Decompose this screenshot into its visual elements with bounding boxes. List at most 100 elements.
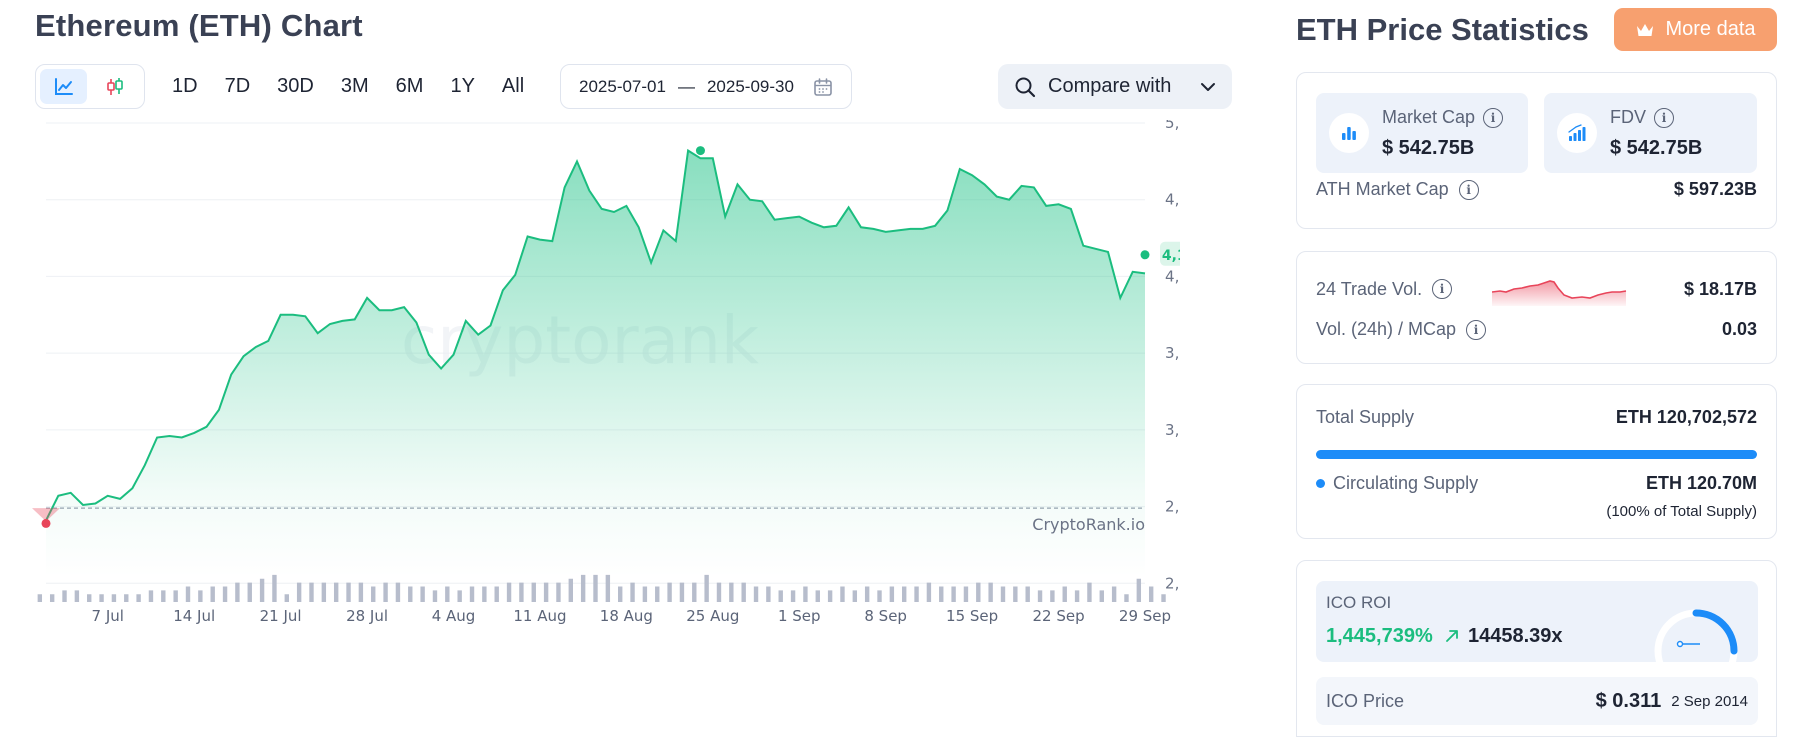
time-range-selector: 1D 7D 30D 3M 6M 1Y All (172, 64, 551, 109)
volume-bar (1124, 594, 1129, 602)
supply-card: Total Supply ETH 120,702,572 Circulating… (1296, 384, 1777, 539)
volume-card: 24 Trade Vol. i $ 18.17B Vol. (24h) / MC… (1296, 251, 1777, 364)
volume-bar (383, 582, 388, 602)
volume-bar (296, 582, 302, 602)
range-6m[interactable]: 6M (395, 75, 424, 97)
current-price-label: 4,141 (1162, 248, 1180, 264)
legend-dot (1316, 479, 1325, 488)
total-supply-value: ETH 120,702,572 (1615, 407, 1757, 427)
volume-bar (667, 582, 672, 602)
volume-bar (864, 586, 870, 602)
chart-title: Ethereum (ETH) Chart (35, 8, 363, 43)
x-tick-label: 11 Aug (513, 607, 566, 625)
volume-bar (1111, 586, 1117, 602)
x-tick-label: 29 Sep (1119, 607, 1171, 625)
volume-bar (1161, 594, 1166, 602)
chart-view-toggle (35, 64, 145, 109)
volume-bar (210, 586, 215, 602)
more-data-button[interactable]: More data (1614, 8, 1777, 51)
ico-roi-box: ICO ROI 1,445,739% 14458.39x (1316, 581, 1758, 662)
volume-bar (926, 582, 932, 602)
volume-bar (136, 594, 141, 602)
range-1d[interactable]: 1D (172, 75, 198, 97)
info-icon[interactable]: i (1483, 107, 1504, 128)
volume-bar (185, 586, 191, 602)
arrow-up-right-icon (1446, 630, 1458, 642)
trade-volume-label: 24 Trade Vol. (1316, 278, 1423, 299)
volume-bar (395, 582, 401, 602)
volume-bar (445, 586, 450, 602)
range-7d[interactable]: 7D (224, 75, 251, 97)
volume-bar (420, 586, 425, 602)
range-1y[interactable]: 1Y (450, 75, 475, 97)
date-range-picker[interactable]: 2025-07-01 — 2025-09-30 (560, 64, 852, 109)
y-tick-label: 3,500 (1165, 344, 1180, 362)
volume-bar (778, 590, 783, 602)
info-icon[interactable]: i (1432, 279, 1453, 299)
info-icon[interactable]: i (1466, 319, 1487, 340)
x-tick-label: 1 Sep (778, 607, 821, 625)
candlestick-view-button[interactable] (91, 69, 138, 104)
volume-bar (790, 590, 796, 602)
volume-bar (62, 590, 67, 602)
volume-bar (333, 582, 339, 602)
volume-bar (457, 590, 462, 602)
volume-bar (605, 574, 611, 602)
roi-gauge (1654, 609, 1738, 662)
date-from: 2025-07-01 (579, 76, 666, 96)
volume-bar (655, 586, 660, 602)
market-cap-box: Market Cap i $ 542.75B (1316, 93, 1528, 173)
volume-bar (346, 582, 351, 602)
range-all[interactable]: All (501, 75, 525, 97)
vol-mcap-label: Vol. (24h) / MCap (1316, 319, 1457, 339)
volume-bar (1087, 582, 1092, 602)
signal-bars-icon (1557, 113, 1597, 153)
range-30d[interactable]: 30D (277, 75, 314, 97)
volume-bar (753, 586, 759, 602)
price-line (45, 148, 1146, 521)
high-point-marker (695, 146, 705, 156)
volume-bar (173, 590, 178, 602)
volume-bar (827, 590, 833, 602)
info-icon[interactable]: i (1654, 107, 1674, 128)
info-icon[interactable]: i (1458, 179, 1479, 200)
ico-price-value: $ 0.311 (1595, 689, 1662, 712)
circulating-supply-bar (1316, 450, 1757, 459)
volume-bar (519, 582, 524, 602)
volume-bar (408, 586, 413, 602)
volume-bar (692, 582, 697, 602)
volume-bar (741, 582, 746, 602)
volume-bar (506, 582, 512, 602)
volume-bar (642, 586, 648, 602)
stats-title: ETH Price Statistics (1296, 12, 1589, 47)
volume-bar (704, 574, 709, 602)
volume-bar (889, 586, 895, 602)
volume-bar (988, 582, 993, 602)
y-tick-label: 3,000 (1165, 421, 1180, 439)
low-marker-area (32, 508, 60, 522)
volume-bar (259, 578, 265, 602)
vol-mcap-value: 0.03 (1721, 319, 1757, 339)
volume-bar (852, 590, 858, 602)
volume-bar (111, 594, 117, 602)
x-tick-label: 28 Jul (346, 607, 388, 625)
ath-market-cap-value: $ 597.23B (1673, 179, 1757, 199)
volume-bar (99, 594, 104, 602)
compare-with-dropdown[interactable]: Compare with (998, 64, 1232, 109)
volume-bar (531, 582, 536, 602)
volume-bar (716, 582, 722, 602)
circulating-supply-note: (100% of Total Supply) (1606, 503, 1757, 520)
line-view-button[interactable] (40, 69, 87, 104)
price-chart[interactable]: cryptorank 4,141 5,0004,5004,0003,5003,0… (0, 120, 1180, 737)
volume-bar (1000, 586, 1006, 602)
range-3m[interactable]: 3M (340, 75, 369, 97)
volume-bar (1050, 590, 1055, 602)
volume-bar (630, 582, 635, 602)
volume-bar (309, 582, 314, 602)
x-tick-label: 8 Sep (864, 607, 907, 625)
volume-bar (161, 590, 166, 602)
ico-price-label: ICO Price (1326, 690, 1405, 711)
ico-price-date: 2 Sep 2014 (1671, 692, 1748, 710)
market-cap-card: Market Cap i $ 542.75B FDV i $ 542.75B A… (1296, 72, 1777, 229)
volume-bar (49, 594, 55, 602)
